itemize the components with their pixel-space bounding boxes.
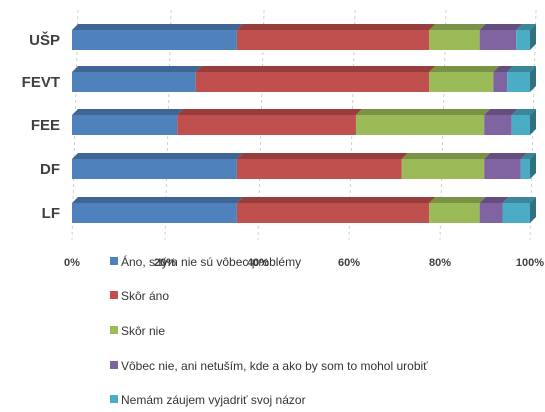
legend-label: Skôr nie [121,324,165,338]
bar-segment-top [520,153,536,159]
category-label: FEVT [22,74,60,91]
bar-segment [507,72,530,92]
legend-swatch [110,361,118,369]
x-tick-label: 80% [429,257,451,269]
bar-segment [355,115,485,135]
bar-segment-top [493,66,514,72]
category-label: DF [40,161,60,178]
bar-segment-top [72,197,243,203]
legend-swatch [110,257,118,265]
bar-segment-top [72,109,184,115]
bar-segment-top [355,109,491,115]
legend-swatch [110,395,118,403]
bar-segment-top [401,153,491,159]
legend-label: Áno, s tým nie sú vôbec problémy [121,254,301,269]
bar-segment [236,30,430,50]
bar-segment-top [72,66,202,72]
bar-segment [479,30,517,50]
bar-segment-top [236,153,408,159]
bar-segment-top [479,197,509,203]
bar-segment-top [511,109,536,115]
legend-label: Nemám záujem vyjadriť svoj názor [121,393,306,407]
bar-segment [502,203,530,223]
bar-segment-side [530,197,536,223]
bar-segment [484,159,521,179]
bar-segment [236,159,402,179]
bar-segment [429,203,480,223]
bar-segment [72,115,178,135]
bar-segment [236,203,430,223]
bar-segment [511,115,530,135]
bar-segment [177,115,356,135]
bar-segment-side [530,66,536,92]
category-label: UŠP [29,31,60,49]
bar-segment-top [72,153,243,159]
bar-segment-top [429,24,486,30]
bar-segment [72,203,237,223]
bar-segment-top [429,66,500,72]
x-tick-label: 40% [247,257,269,269]
bar-segment [429,30,480,50]
bar-segment-top [479,24,523,30]
bar-segment [520,159,530,179]
category-label: LF [42,205,60,222]
bar-segment-top [507,66,536,72]
bar-segment [195,72,430,92]
category-label: FEE [31,117,60,134]
bar-segment [484,115,512,135]
bar-segment-top [195,66,436,72]
bar-segment-top [236,197,436,203]
legend-label: Vôbec nie, ani netuším, kde a ako by som… [121,359,428,373]
bar-segment [516,30,530,50]
bar-segment [429,72,494,92]
bar-segment [72,159,237,179]
bar-segment [72,72,196,92]
bar-segment-side [530,153,536,179]
bar-segment [479,203,503,223]
bar-segment-top [429,197,486,203]
bar-segment [72,30,237,50]
bar-segment-side [530,109,536,135]
bar-segment-top [484,109,518,115]
x-tick-label: 0% [64,257,80,269]
x-tick-label: 60% [338,257,360,269]
bar-segment-top [236,24,436,30]
x-tick-label: 100% [516,257,544,269]
bar-segment-side [530,24,536,50]
bar-segment-top [516,24,536,30]
bar-segment-top [72,24,243,30]
bar-segment [493,72,508,92]
legend-label: Skôr áno [121,289,169,303]
bar-segment-top [484,153,527,159]
legend-swatch [110,291,118,299]
legend-swatch [110,326,118,334]
bar-segment-top [177,109,362,115]
x-tick-label: 20% [154,257,176,269]
bar-segment-top [502,197,536,203]
bar-segment [401,159,485,179]
